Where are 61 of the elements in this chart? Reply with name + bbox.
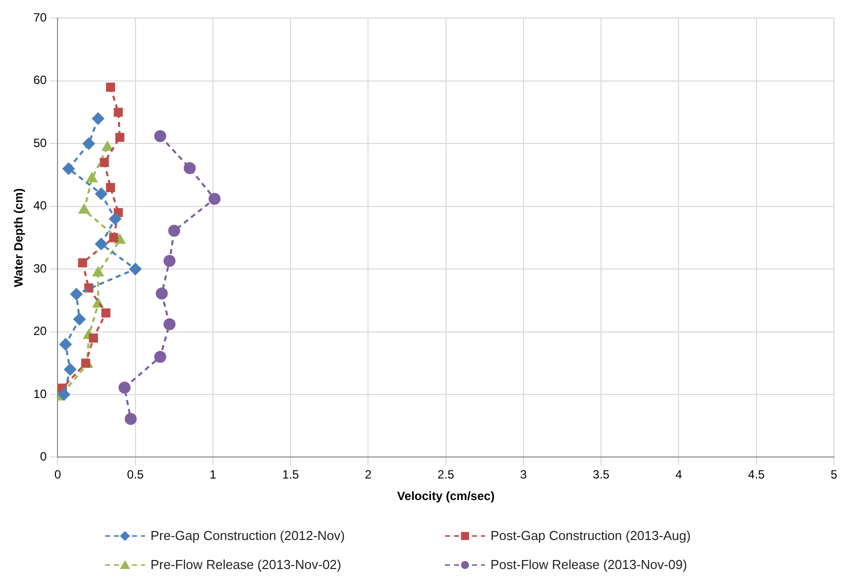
y-tick-label: 40 <box>33 198 48 213</box>
point <box>124 412 137 425</box>
point <box>184 162 196 174</box>
point <box>95 188 108 200</box>
point <box>100 158 109 167</box>
x-axis-title: Velocity (cm/sec) <box>397 489 495 504</box>
y-tick-label: 20 <box>33 324 48 338</box>
point <box>81 358 90 368</box>
point <box>78 258 88 268</box>
point <box>154 130 166 142</box>
point <box>156 288 168 300</box>
y-tick-label: 60 <box>33 73 48 88</box>
y-tick-label: 10 <box>33 386 48 401</box>
point <box>92 266 104 276</box>
point <box>60 338 72 350</box>
point <box>58 388 70 400</box>
point <box>70 288 82 300</box>
x-tick-label: 3.5 <box>592 468 610 482</box>
point <box>208 192 221 205</box>
x-tick-label: 1 <box>210 468 217 482</box>
point <box>168 224 180 237</box>
y-tick-label: 30 <box>33 261 48 276</box>
y-tick-label: 50 <box>33 136 48 150</box>
point <box>164 254 176 267</box>
y-tick-label: 0 <box>40 450 48 464</box>
point <box>95 238 108 250</box>
legend-label: Post-Gap Construction (2013-Aug) <box>490 528 691 543</box>
point <box>115 132 124 142</box>
point <box>78 204 90 214</box>
point <box>106 182 116 192</box>
x-tick-label: 5 <box>830 468 838 482</box>
point <box>114 108 123 117</box>
x-tick-label: 4 <box>675 468 682 482</box>
x-tick-label: 1.5 <box>282 468 300 482</box>
x-tick-label: 0.5 <box>127 468 144 482</box>
point <box>86 172 98 182</box>
legend-label: Pre-Gap Construction (2012-Nov) <box>150 528 345 543</box>
point <box>82 138 95 150</box>
legend-label: Post-Flow Release (2013-Nov-09) <box>490 557 688 572</box>
point <box>101 308 110 318</box>
point <box>64 363 76 376</box>
x-tick-label: 0 <box>54 468 62 482</box>
y-axis-title: Water Depth (cm) <box>12 188 26 288</box>
y-tick-label: 70 <box>33 10 48 25</box>
point <box>88 334 98 343</box>
x-tick-label: 4.5 <box>748 468 766 482</box>
point <box>109 212 122 225</box>
point <box>154 350 166 363</box>
point <box>62 162 75 175</box>
legend-label: Pre-Flow Release (2013-Nov-02) <box>150 557 342 572</box>
x-tick-label: 2 <box>364 468 372 482</box>
point <box>118 382 131 394</box>
x-tick-label: 2.5 <box>438 468 455 482</box>
point <box>73 313 86 326</box>
point <box>164 318 176 330</box>
point <box>109 233 118 242</box>
point <box>129 263 142 276</box>
x-tick-label: 3 <box>520 468 528 482</box>
point <box>92 112 104 125</box>
point <box>106 82 116 92</box>
point <box>102 141 113 151</box>
